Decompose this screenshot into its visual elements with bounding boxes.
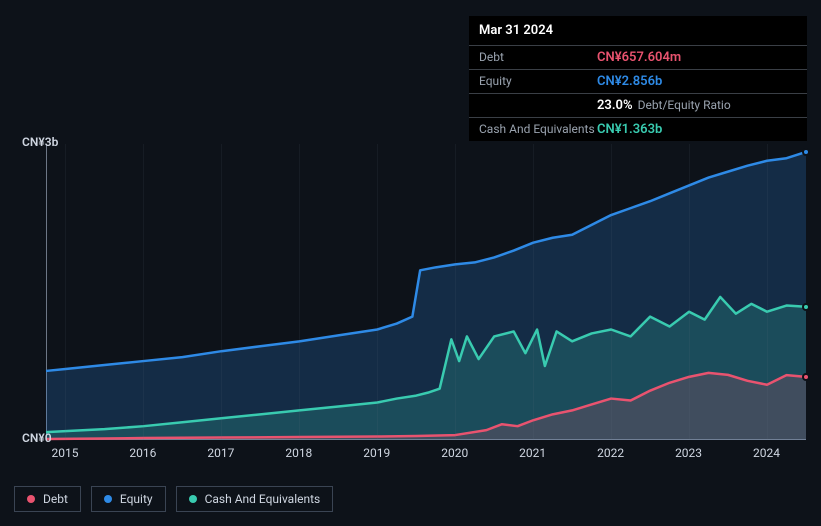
x-axis-label: 2023: [675, 446, 702, 460]
legend-label: Equity: [120, 492, 153, 506]
legend-swatch: [189, 495, 197, 503]
tooltip-value: CN¥1.363b: [597, 122, 662, 137]
tooltip-ratio-pct: 23.0%: [597, 98, 633, 113]
tooltip-value: CN¥657.604m: [597, 50, 681, 65]
tooltip-ratio-label: Debt/Equity Ratio: [638, 98, 731, 112]
tooltip-row-ratio: 23.0% Debt/Equity Ratio: [469, 94, 807, 118]
series-end-marker: [802, 303, 810, 311]
chart-root: Mar 31 2024 Debt CN¥657.604m Equity CN¥2…: [0, 0, 821, 526]
legend-swatch: [27, 495, 35, 503]
tooltip-row-cash: Cash And Equivalents CN¥1.363b: [469, 118, 807, 141]
grid-line: [455, 144, 456, 440]
grid-line: [299, 144, 300, 440]
legend-label: Cash And Equivalents: [205, 492, 321, 506]
x-axis-label: 2018: [285, 446, 312, 460]
grid-line: [689, 144, 690, 440]
y-axis-label: CN¥0: [22, 431, 52, 445]
tooltip-label: Debt: [479, 50, 597, 64]
legend-item-cash[interactable]: Cash And Equivalents: [176, 486, 334, 512]
tooltip-row-debt: Debt CN¥657.604m: [469, 46, 807, 70]
series-end-marker: [802, 148, 810, 156]
tooltip-date: Mar 31 2024: [469, 16, 807, 46]
x-axis-label: 2022: [597, 446, 624, 460]
legend-label: Debt: [43, 492, 68, 506]
grid-line: [65, 144, 66, 440]
grid-line: [221, 144, 222, 440]
legend-swatch: [104, 495, 112, 503]
x-axis-label: 2020: [441, 446, 468, 460]
tooltip-label: Cash And Equivalents: [479, 122, 597, 136]
x-axis-label: 2016: [129, 446, 156, 460]
tooltip-panel: Mar 31 2024 Debt CN¥657.604m Equity CN¥2…: [469, 16, 807, 141]
x-axis-label: 2021: [519, 446, 546, 460]
grid-line: [143, 144, 144, 440]
grid-line: [533, 144, 534, 440]
x-axis-label: 2019: [363, 446, 390, 460]
legend-item-equity[interactable]: Equity: [91, 486, 166, 512]
grid-line: [377, 144, 378, 440]
tooltip-value: CN¥2.856b: [597, 74, 662, 89]
legend-item-debt[interactable]: Debt: [14, 486, 81, 512]
tooltip-label: Equity: [479, 74, 597, 88]
x-axis-label: 2024: [753, 446, 780, 460]
grid-line: [767, 144, 768, 440]
y-axis-label: CN¥3b: [22, 135, 58, 149]
grid-line: [611, 144, 612, 440]
tooltip-row-equity: Equity CN¥2.856b: [469, 70, 807, 94]
x-axis-label: 2017: [207, 446, 234, 460]
series-end-marker: [802, 373, 810, 381]
legend: Debt Equity Cash And Equivalents: [14, 486, 333, 512]
x-axis-label: 2015: [51, 446, 78, 460]
